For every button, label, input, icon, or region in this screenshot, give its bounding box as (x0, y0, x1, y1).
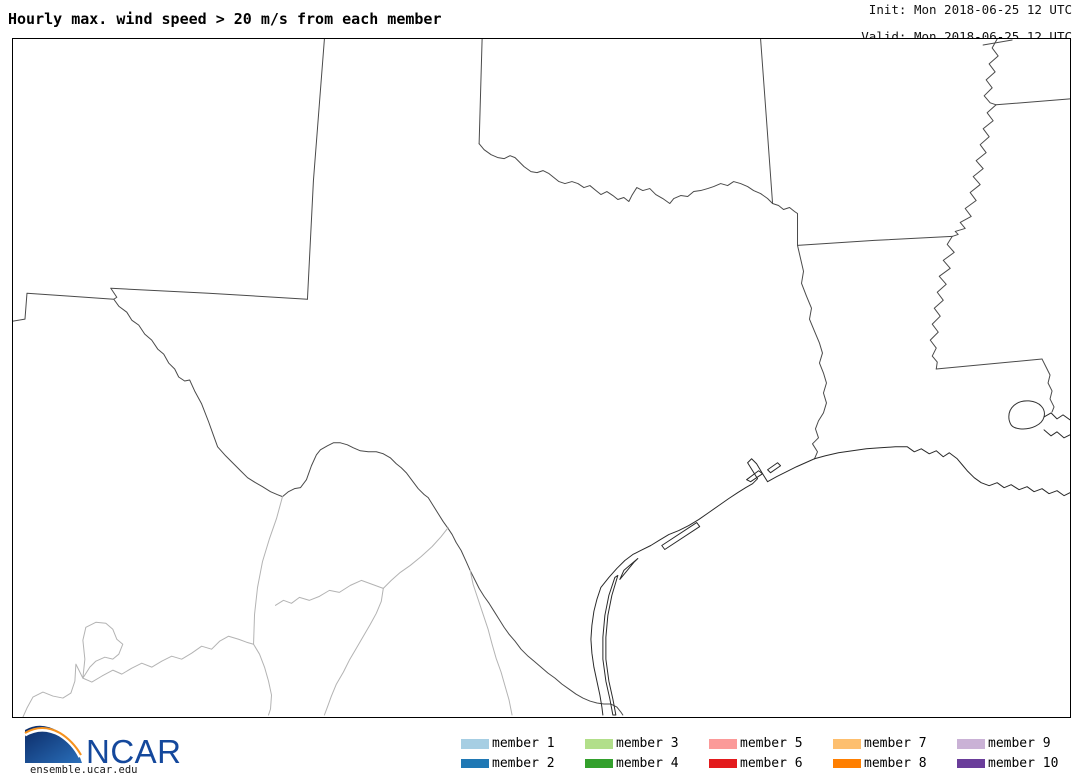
member-10-label: member 10 (988, 755, 1059, 771)
border-ok-ar (760, 39, 774, 205)
legend-item: member 10 (957, 754, 1080, 773)
init-time: Init: Mon 2018-06-25 12 UTC (868, 2, 1072, 17)
legend-item: member 4 (585, 754, 709, 773)
border-rio-grande (110, 287, 624, 716)
member-10-swatch (957, 758, 985, 768)
border-ar-la-33n (797, 235, 953, 246)
member-7-swatch (833, 739, 861, 749)
ncar-logo-text: NCAR (86, 733, 182, 767)
border-tx-nm-32n (110, 287, 308, 300)
lake-pontchartrain (1008, 400, 1045, 430)
border-ms-la-east-drop (1041, 358, 1055, 413)
border-us-mexico-west (13, 292, 115, 322)
legend-item: member 7 (833, 734, 957, 753)
legend-item: member 2 (461, 754, 585, 773)
island-matagorda (661, 522, 701, 550)
border-mx-nuevoleon-south (323, 587, 384, 716)
border-red-river (478, 143, 774, 205)
member-legend: member 1 member 2 member 3 member 4 memb… (461, 734, 1080, 773)
coast-louisiana (813, 446, 1070, 497)
member-3-label: member 3 (616, 736, 679, 752)
island-galveston (746, 470, 764, 483)
member-6-swatch (709, 758, 737, 768)
ncar-logo: NCAR (24, 725, 182, 767)
border-top-right (982, 39, 1013, 46)
map-canvas (12, 38, 1071, 718)
border-tx-la-sabine (797, 244, 827, 460)
member-1-swatch (461, 739, 489, 749)
border-mx-chihuahua-coahuila (22, 496, 283, 717)
coast-new-orleans (1043, 412, 1070, 439)
border-tx-ok-100w (478, 39, 483, 145)
page-title: Hourly max. wind speed > 20 m/s from eac… (8, 10, 442, 28)
legend-item: member 9 (957, 734, 1080, 753)
member-9-swatch (957, 739, 985, 749)
member-5-swatch (709, 739, 737, 749)
border-mx-durango-loop (82, 621, 124, 679)
coast-texas (590, 458, 815, 716)
member-4-label: member 4 (616, 755, 679, 771)
border-mississippi-river-lower (929, 235, 955, 370)
legend-item: member 8 (833, 754, 957, 773)
member-6-label: member 6 (740, 755, 803, 771)
member-9-label: member 9 (988, 736, 1051, 752)
site-url: ensemble.ucar.edu (30, 764, 138, 776)
state-borders-map (13, 39, 1070, 717)
island-padre (602, 574, 619, 716)
member-2-swatch (461, 758, 489, 768)
border-mx-chihuahua-south (253, 643, 273, 716)
member-3-swatch (585, 739, 613, 749)
member-7-label: member 7 (864, 736, 927, 752)
border-mx-coahuila-nuevoleon (275, 527, 449, 606)
member-4-swatch (585, 758, 613, 768)
border-mx-nuevoleon-tamaulipas (469, 569, 513, 716)
member-2-label: member 2 (492, 755, 555, 771)
island-bolivar (767, 462, 782, 474)
border-mississippi-river-upper (951, 39, 999, 237)
legend-item: member 5 (709, 734, 833, 753)
legend-item: member 3 (585, 734, 709, 753)
border-tn-ms (995, 98, 1070, 106)
member-5-label: member 5 (740, 736, 803, 752)
legend-item: member 6 (709, 754, 833, 773)
member-8-swatch (833, 758, 861, 768)
ncar-swoosh-icon (24, 725, 82, 763)
border-nm-tx-103w (306, 39, 325, 300)
border-la-ms-31n (935, 358, 1043, 370)
member-1-label: member 1 (492, 736, 555, 752)
island-mustang (619, 557, 639, 580)
border-tx-ar-corner (772, 203, 799, 246)
member-8-label: member 8 (864, 755, 927, 771)
legend-item: member 1 (461, 734, 585, 753)
